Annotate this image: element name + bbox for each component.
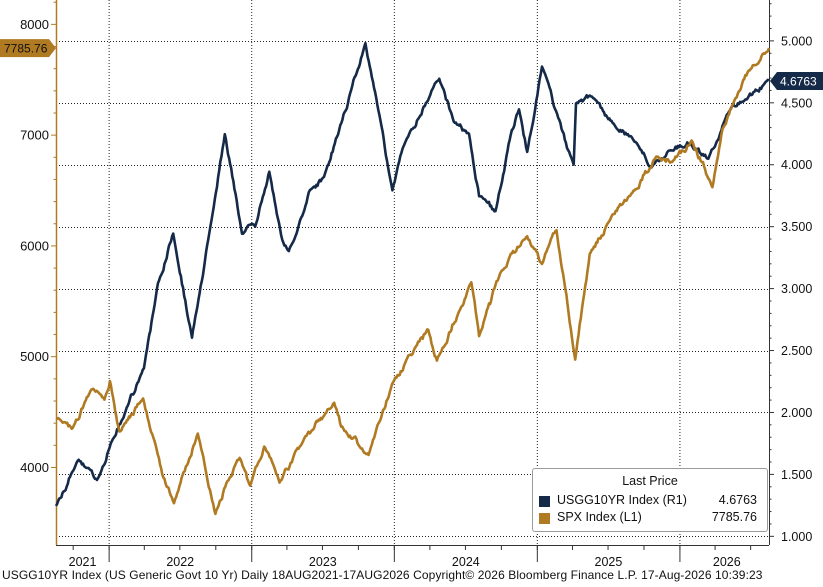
legend-row-usgg: USGG10YR Index (R1) 4.6763 xyxy=(539,493,757,509)
left-tick-label: 4000 xyxy=(20,460,49,475)
spx-last-value-label: 7785.76 xyxy=(4,42,48,56)
left-tick-label: 6000 xyxy=(20,238,49,253)
right-tick-label: 5.000 xyxy=(781,34,812,48)
legend: Last Price USGG10YR Index (R1) 4.6763 SP… xyxy=(532,468,768,532)
x-tick-label: 2021 xyxy=(69,555,97,569)
spx-last-value-tag xyxy=(0,39,56,58)
series-lines xyxy=(54,41,771,516)
usgg-last-value-label: 4.6763 xyxy=(780,74,817,88)
left-tick-label: 5000 xyxy=(20,349,49,364)
right-tick-label: 1.500 xyxy=(781,468,812,482)
x-tick-label: 2026 xyxy=(713,555,741,569)
right-tick-label: 2.500 xyxy=(781,344,812,358)
right-tick-label: 3.500 xyxy=(781,220,812,234)
right-y-axis: 1.000 1.500 2.000 2.500 3.000 3.500 4.000 4.500… xyxy=(769,0,812,545)
legend-swatch-spx xyxy=(539,513,550,524)
right-tick-label: 4.000 xyxy=(781,158,812,172)
left-tick-label: 7000 xyxy=(20,128,49,143)
right-tick-label: 3.000 xyxy=(781,282,812,296)
series-line-usgg10yr xyxy=(54,41,770,507)
x-tick-label: 2025 xyxy=(595,555,623,569)
right-tick-label: 1.000 xyxy=(781,530,812,544)
legend-swatch-usgg xyxy=(539,496,550,507)
legend-value-usgg: 4.6763 xyxy=(718,493,757,507)
series-line-spx xyxy=(55,47,771,516)
x-tick-label: 2022 xyxy=(166,555,194,569)
left-y-axis: 4000 5000 6000 7000 8000 xyxy=(20,0,58,545)
x-tick-label: 2024 xyxy=(452,555,480,569)
legend-value-spx: 7785.76 xyxy=(711,510,757,524)
right-tick-label: 4.500 xyxy=(781,96,812,110)
usgg-last-value-tag xyxy=(770,71,823,90)
right-tick-label: 2.000 xyxy=(781,406,812,420)
x-axis: 2021 2022 2023 2024 2025 2026 xyxy=(56,545,769,569)
last-value-tags: 7785.76 4.6763 xyxy=(0,39,823,90)
legend-name-spx: SPX Index (L1) xyxy=(557,510,642,524)
x-tick-label: 2023 xyxy=(309,555,337,569)
chart-footer: USGG10YR Index (US Generic Govt 10 Yr) D… xyxy=(2,568,763,582)
legend-title: Last Price xyxy=(622,474,678,488)
left-tick-label: 8000 xyxy=(20,17,49,32)
legend-row-spx: SPX Index (L1) 7785.76 xyxy=(539,510,757,526)
legend-name-usgg: USGG10YR Index (R1) xyxy=(557,493,687,507)
